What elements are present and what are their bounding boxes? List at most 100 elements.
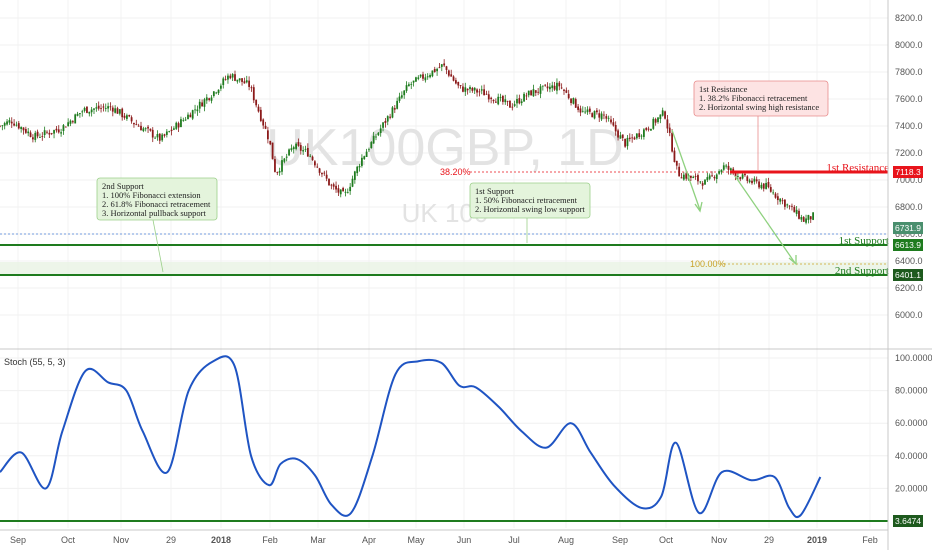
support1-note[interactable]: 1st Support 1. 50% Fibonacci retracement… [469,182,591,243]
candle-body [626,137,629,147]
candle-body [83,107,86,111]
price-tick-label: 6800.0 [895,202,923,212]
price-tick-label: 7000.0 [895,175,923,185]
candle-body [600,113,603,120]
candle-body [311,156,314,161]
candle-body [708,175,711,179]
candle-body [208,98,211,100]
candle-body [57,129,60,133]
stoch-tick-label: 20.0000 [895,483,928,493]
candle-body [276,171,279,173]
candle-body [32,137,34,140]
candle-body [457,82,460,86]
candle-body [596,110,598,113]
candle-body [264,125,267,129]
support2-note-line-4: 3. Horizontal pullback support [102,208,207,218]
candle-body [753,178,756,182]
time-tick-label: 2018 [211,535,231,545]
candle-body [140,125,142,131]
candle-body [36,131,39,137]
candle-body [227,75,229,80]
candle-body [187,114,189,120]
candle-body [175,122,178,129]
candle-body [39,137,41,138]
candle-body [694,176,697,177]
candle-body [739,177,742,180]
candle-body [170,129,173,132]
candle-body [786,204,789,206]
time-tick-label: Nov [113,535,130,545]
resistance-tag: 7118.3 [893,166,923,178]
candle-body [746,176,749,181]
candle-body [198,101,201,109]
candle-body [102,106,105,108]
support2-tag: 6401.1 [893,269,923,281]
candle-body [767,182,770,188]
stoch-axis[interactable]: 100.0000 80.0000 60.0000 40.0000 20.0000 [895,353,932,493]
candle-body [459,85,462,86]
candle-body [20,127,23,130]
candle-body [419,74,422,77]
time-axis[interactable]: Sep Oct Nov 29 2018 Feb Mar Apr May Jun Jul Aug Sep O… [10,535,878,545]
candle-body [379,128,382,134]
stoch-tag: 3.6474 [893,515,923,527]
candle-body [318,168,321,173]
candle-body [628,137,631,139]
candle-body [417,77,420,79]
candle-body [377,132,380,136]
candle-body [755,179,758,182]
candle-body [285,156,288,158]
time-tick-label: Sep [612,535,628,545]
candle-body [497,96,500,105]
candle-body [704,179,706,185]
candle-body [476,89,478,93]
candles[interactable] [0,59,814,225]
candle-body [41,136,44,137]
candle-body [438,67,441,69]
candle-body [241,78,243,82]
candle-body [288,149,290,156]
candle-body [518,98,521,104]
candle-body [346,192,349,194]
candle-body [788,205,791,207]
candle-body [111,107,114,112]
candle-body [588,108,591,112]
stoch-value: 3.6474 [895,516,921,526]
candle-body [455,80,457,84]
candle-body [647,128,650,130]
candle-body [104,108,107,109]
candle-body [267,130,269,140]
candle-body [654,119,657,123]
candle-body [393,108,396,110]
candle-body [358,165,361,168]
candle-body [321,172,323,175]
candle-body [86,106,88,113]
price-tick-label: 7600.0 [895,94,923,104]
candle-body [530,90,532,96]
candle-body [452,76,455,81]
resistance-note[interactable]: 1st Resistance 1. 38.2% Fibonacci retrac… [693,80,829,170]
candle-body [29,132,32,137]
candle-body [546,86,549,89]
candle-body [734,172,737,177]
time-tick-label: Feb [862,535,878,545]
candle-body [224,79,227,81]
candle-body [69,120,72,124]
candle-body [464,87,467,92]
candle-body [511,106,514,108]
candle-body [447,70,450,76]
candle-body [344,191,347,193]
candle-body [259,109,262,121]
candle-body [412,80,415,83]
candle-body [769,187,772,192]
candle-body [0,125,1,127]
candle-body [283,158,286,162]
arrow-head-1 [694,201,703,213]
stoch-line[interactable] [0,355,822,519]
candle-body [248,80,250,87]
stoch-pane[interactable] [0,352,888,528]
support2-note[interactable]: 2nd Support 1. 100% Fibonacci extension … [96,177,218,273]
candle-body [382,122,384,128]
candle-body [6,121,8,125]
